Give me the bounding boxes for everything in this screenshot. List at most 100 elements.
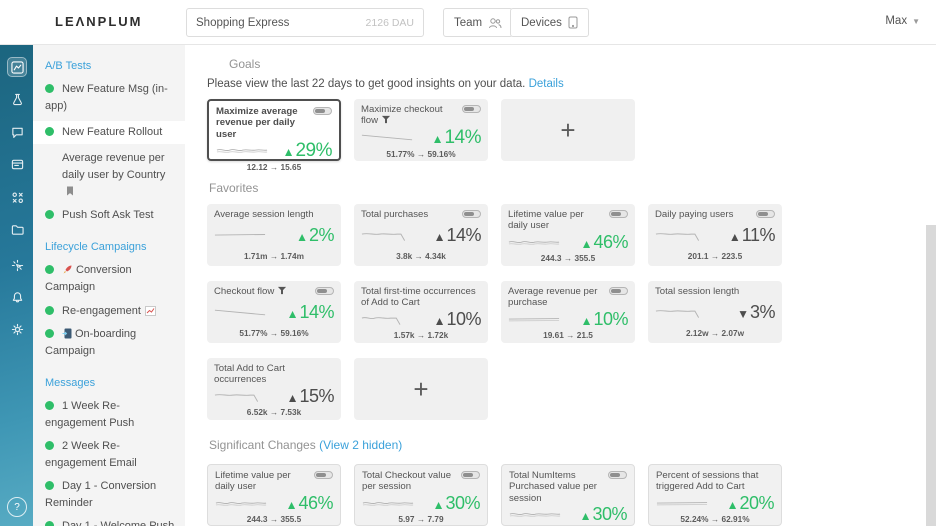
toggle-icon[interactable]	[609, 210, 628, 218]
sparkline	[655, 310, 700, 318]
metric-card[interactable]: Total first-time occurrences of Add to C…	[354, 281, 488, 343]
main-content: Goals Please view the last 22 days to ge…	[185, 45, 936, 526]
devices-button[interactable]: Devices	[510, 8, 589, 37]
notifications-bell-icon[interactable]	[8, 288, 26, 306]
trend-percent: 2%	[308, 225, 335, 246]
sidebar-item-day1-conversion[interactable]: Day 1 - Conversion Reminder	[45, 479, 157, 509]
sidebar-item-onboarding-campaign[interactable]: On-boarding Campaign	[45, 327, 137, 357]
significant-change-card[interactable]: Total Checkout value per session ▲ 30% 5.…	[354, 460, 494, 526]
goals-cards-row: Maximize average revenue per daily user …	[207, 99, 936, 172]
sidebar-item-conversion-campaign[interactable]: Conversion Campaign	[45, 264, 132, 294]
ab-test-flask-icon[interactable]	[8, 90, 26, 108]
status-dot	[45, 127, 54, 137]
trend-up-icon: ▲	[433, 313, 446, 328]
trend-percent: 30%	[445, 492, 480, 513]
metric-title: Total purchases	[361, 209, 429, 220]
goal-card[interactable]: Maximize average revenue per daily user …	[207, 99, 341, 172]
sidebar-section-lifecycle[interactable]: Lifecycle Campaigns	[45, 241, 147, 254]
trend-up-icon: ▲	[579, 508, 592, 523]
significant-change-card[interactable]: Total NumItems Purchased value per sessi…	[501, 460, 641, 526]
details-link[interactable]: Details	[528, 78, 564, 90]
sidebar-item-day1-welcome[interactable]: Day 1 - Welcome Push	[45, 518, 177, 526]
metric-card[interactable]: Checkout flow ▲ 14% 51.77% → 59.16%	[207, 281, 341, 343]
metric-title: Average revenue per purchase	[508, 286, 598, 309]
trend-up-icon: ▲	[580, 236, 593, 251]
toggle-icon[interactable]	[462, 210, 481, 218]
sidebar-item-2week-email[interactable]: 2 Week Re-engagement Email	[45, 439, 137, 469]
metric-change: 3.8k → 4.34k	[396, 251, 446, 261]
sparkline	[215, 501, 267, 506]
goal-card[interactable]: Maximize checkout flow ▲ 14% 51.77% → 59.…	[354, 99, 488, 161]
funnel-icon	[278, 286, 287, 295]
metric-card[interactable]: Average session length ▲ 2% 1.71m → 1.74m	[207, 204, 341, 266]
favorites-row-1: Average session length ▲ 2% 1.71m → 1.74m…	[207, 204, 936, 266]
significant-change-card[interactable]: Percent of sessions that triggered Add t…	[648, 460, 788, 526]
trend-up-icon: ▲	[296, 230, 308, 245]
sidebar-item-new-feature-rollout[interactable]: New Feature Rollout	[33, 121, 185, 145]
metric-card[interactable]: Lifetime value per daily user ▲ 46% 244.3…	[501, 204, 635, 266]
view-hidden-link[interactable]: (View 2 hidden)	[319, 438, 403, 452]
sidebar-section-ab-tests[interactable]: A/B Tests	[45, 60, 92, 72]
settings-gear-icon[interactable]	[8, 320, 26, 338]
trend-percent: 30%	[592, 503, 627, 524]
metric-title: Checkout flow	[214, 286, 275, 297]
metric-card[interactable]: Daily paying users ▲ 11% 201.1 → 223.5	[648, 204, 782, 266]
sidebar-item-re-engagement[interactable]: Re-engagement	[45, 303, 177, 320]
status-dot	[45, 84, 54, 94]
messages-chat-icon[interactable]	[8, 123, 26, 141]
trend-percent: 10%	[593, 308, 628, 329]
toggle-icon[interactable]	[609, 287, 628, 295]
metric-card[interactable]: Total Add to Cart occurrences ▲ 15% 6.52k…	[207, 358, 341, 420]
metric-title: Percent of sessions that triggered Add t…	[656, 470, 759, 493]
sparkline	[508, 240, 560, 245]
toggle-icon[interactable]	[462, 105, 481, 113]
add-favorite-button[interactable]: +	[354, 358, 488, 420]
toggle-icon[interactable]	[313, 107, 332, 115]
sidebar-item-avg-revenue-by-country[interactable]: Average revenue per daily user by Countr…	[45, 150, 177, 201]
metric-title: Maximize checkout flow	[361, 104, 443, 127]
sidebar-item-new-feature-msg[interactable]: New Feature Msg (in-app)	[45, 83, 168, 113]
status-dot	[45, 440, 54, 450]
vertical-scrollbar[interactable]	[926, 225, 936, 526]
trend-percent: 14%	[299, 302, 334, 323]
chevron-down-icon: ▼	[912, 16, 920, 26]
campaigns-card-icon[interactable]	[8, 155, 26, 173]
significant-change-card[interactable]: Lifetime value per daily user ▲ 46% 244.3…	[207, 460, 347, 526]
files-folder-icon[interactable]	[8, 220, 26, 238]
add-goal-button[interactable]: +	[501, 99, 635, 161]
trend-percent: 20%	[739, 492, 774, 513]
metric-change: 5.97 → 7.79	[398, 513, 444, 524]
sidebar-section-messages[interactable]: Messages	[45, 376, 96, 389]
metric-change: 6.52k → 7.53k	[246, 406, 302, 417]
trend-up-icon: ▲	[433, 230, 446, 245]
trend-percent: 3%	[749, 302, 776, 323]
top-header: LEΛNPLUM Shopping Express 2126 DAU Team …	[0, 0, 936, 45]
sparkline	[508, 317, 560, 321]
team-button-label: Team	[454, 16, 483, 29]
metric-card[interactable]: Total session length ▼ 3% 2.12w → 2.07w	[648, 281, 782, 343]
toggle-icon[interactable]	[608, 471, 627, 479]
sidebar-item-1week-push[interactable]: 1 Week Re-engagement Push	[45, 399, 135, 429]
metric-title: Lifetime value per daily user	[508, 209, 584, 232]
metric-card[interactable]: Average revenue per purchase ▲ 10% 19.61 …	[501, 281, 635, 343]
toggle-icon[interactable]	[315, 287, 334, 295]
metric-title: Daily paying users	[655, 209, 734, 220]
sparkline	[361, 134, 413, 141]
metric-title: Total NumItems Purchased value per sessi…	[509, 470, 597, 504]
insights-spark-icon[interactable]	[8, 256, 26, 274]
trend-percent: 10%	[446, 308, 481, 329]
variants-xo-icon[interactable]	[8, 188, 26, 206]
app-selector[interactable]: Shopping Express 2126 DAU	[186, 8, 424, 37]
metric-card[interactable]: Total purchases ▲ 14% 3.8k → 4.34k	[354, 204, 488, 266]
analytics-nav-icon[interactable]	[7, 57, 27, 77]
team-button[interactable]: Team	[443, 8, 514, 37]
sidebar-item-push-soft-ask[interactable]: Push Soft Ask Test	[45, 207, 177, 224]
sparkline	[214, 393, 259, 402]
help-chat-icon[interactable]: ?	[7, 497, 27, 517]
metric-title: Lifetime value per daily user	[215, 470, 291, 493]
toggle-icon[interactable]	[756, 210, 775, 218]
trend-up-icon: ▲	[286, 307, 299, 322]
toggle-icon[interactable]	[461, 471, 480, 479]
user-menu[interactable]: Max ▼	[885, 15, 920, 27]
toggle-icon[interactable]	[314, 471, 333, 479]
